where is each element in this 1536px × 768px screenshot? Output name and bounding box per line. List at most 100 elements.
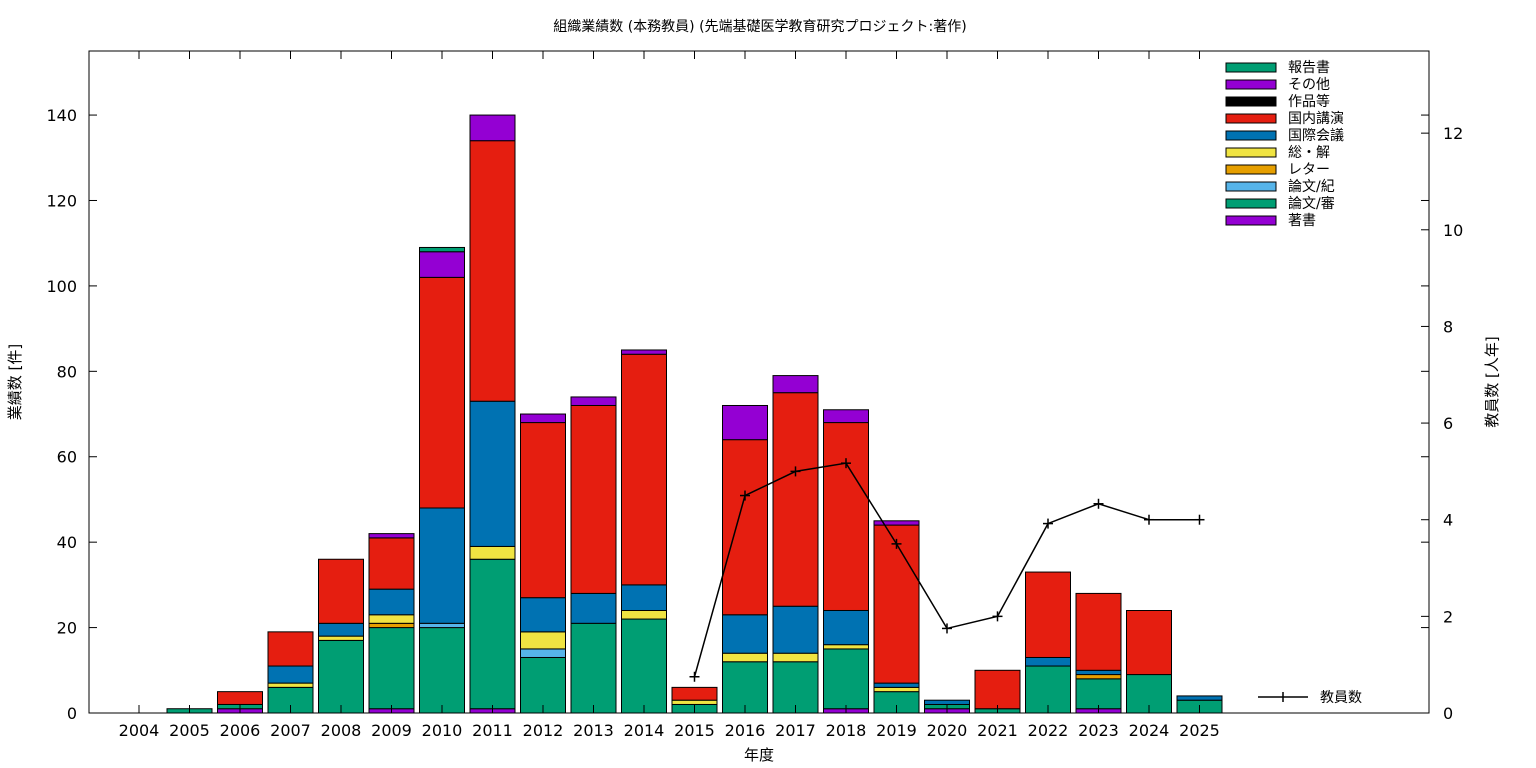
bar-segment	[974, 669, 1021, 710]
bar-segment	[419, 246, 465, 253]
bar-segment	[823, 648, 869, 710]
bar-segment	[1075, 669, 1122, 676]
legend-label: 論文/審	[1288, 196, 1335, 212]
x-tick-label: 2009	[371, 721, 412, 740]
x-tick-label: 2015	[674, 721, 715, 740]
legend-swatch	[1225, 198, 1277, 209]
bar-segment	[772, 605, 819, 654]
x-tick-label: 2018	[826, 721, 867, 740]
bar-segment	[469, 400, 516, 547]
x-tick-label: 2022	[1028, 721, 1069, 740]
legend-label: 作品等	[1288, 93, 1330, 110]
legend-swatch	[1225, 147, 1277, 158]
bar-segment	[318, 622, 364, 637]
y2-tick-label: 0	[1443, 704, 1453, 723]
bar-segment	[722, 661, 768, 714]
legend-swatch	[1225, 130, 1277, 141]
bar-segment	[671, 686, 718, 701]
bar-segment	[772, 392, 819, 607]
y-tick-label: 60	[57, 448, 77, 467]
legend-swatch	[1225, 62, 1277, 73]
bar-segment	[267, 682, 314, 688]
bar-segment	[873, 686, 920, 693]
legend-swatch	[1225, 96, 1277, 107]
bar-segment	[217, 691, 263, 705]
bar-segment	[1176, 695, 1223, 701]
legend-label: 国内講演	[1288, 111, 1344, 127]
legend-label: 著書	[1288, 213, 1316, 229]
bar-segment	[368, 622, 415, 629]
bar-segment	[570, 622, 617, 714]
legend-swatch	[1225, 215, 1277, 226]
x-tick-label: 2016	[725, 721, 766, 740]
bar-segment	[469, 545, 516, 560]
bar-segment	[368, 588, 415, 616]
bar-segment	[1025, 571, 1071, 658]
bar-segment	[823, 644, 869, 650]
bar-segment	[419, 622, 465, 629]
bar-segment	[368, 537, 415, 590]
y2-tick-label: 4	[1443, 511, 1453, 530]
bar-segment	[823, 422, 869, 611]
x-tick-label: 2011	[472, 721, 513, 740]
bar-segment	[520, 631, 566, 650]
line-legend-label: 教員数	[1320, 690, 1362, 706]
y-tick-label: 80	[57, 362, 77, 381]
x-tick-label: 2010	[422, 721, 463, 740]
bar-segment	[318, 639, 364, 714]
bar-segment	[873, 682, 920, 688]
bar-segment	[419, 251, 465, 278]
x-tick-label: 2014	[624, 721, 665, 740]
x-tick-label: 2004	[119, 721, 160, 740]
bar-segment	[621, 610, 667, 620]
bar-segment	[570, 396, 617, 406]
bar-segment	[469, 114, 516, 142]
bar-segment	[520, 597, 566, 633]
y2-axis-title: 教員数 [人年]	[1483, 336, 1501, 427]
x-axis-title: 年度	[744, 746, 774, 764]
y-axis-left: 0 20 40 60 80 100 120 140	[46, 106, 1429, 723]
legend-label: 報告書	[1288, 60, 1330, 76]
y2-tick-label: 2	[1443, 607, 1453, 626]
bar-segment	[621, 353, 667, 586]
bar-segment	[772, 652, 819, 663]
bar-segment	[520, 648, 566, 658]
legend-label: 論文/紀	[1288, 179, 1335, 195]
bar-segment	[621, 349, 667, 355]
y2-tick-label: 10	[1443, 221, 1463, 240]
y-tick-label: 100	[46, 277, 77, 296]
y-tick-label: 140	[46, 106, 77, 125]
faculty-line	[693, 462, 1200, 677]
x-tick-label: 2007	[270, 721, 311, 740]
bar-segment	[267, 665, 314, 684]
bar-segment	[722, 614, 768, 654]
legend-label: その他	[1288, 77, 1330, 93]
y-tick-label: 20	[57, 619, 77, 638]
x-tick-label: 2005	[169, 721, 210, 740]
bar-segment	[722, 404, 768, 441]
bar-segment	[621, 618, 667, 714]
bar-segment	[419, 627, 465, 714]
bar-segment	[873, 520, 920, 526]
y2-tick-label: 8	[1443, 317, 1453, 336]
bars-layer	[166, 114, 1223, 714]
legend-swatch	[1225, 164, 1277, 175]
bar-segment	[823, 610, 869, 646]
legend-swatch	[1225, 113, 1277, 124]
y2-tick-label: 6	[1443, 414, 1453, 433]
bar-segment	[368, 614, 415, 624]
bar-segment	[772, 375, 819, 394]
x-tick-label: 2019	[876, 721, 917, 740]
legend-label: 国際会議	[1288, 127, 1344, 144]
line-legend: 教員数	[1258, 690, 1362, 706]
x-tick-label: 2017	[775, 721, 816, 740]
x-tick-label: 2021	[977, 721, 1018, 740]
bar-segment	[1075, 674, 1122, 680]
bar-segment	[1075, 678, 1122, 710]
bar-segment	[621, 584, 667, 611]
bar-segment	[1025, 656, 1071, 667]
bar-segment	[267, 631, 314, 667]
